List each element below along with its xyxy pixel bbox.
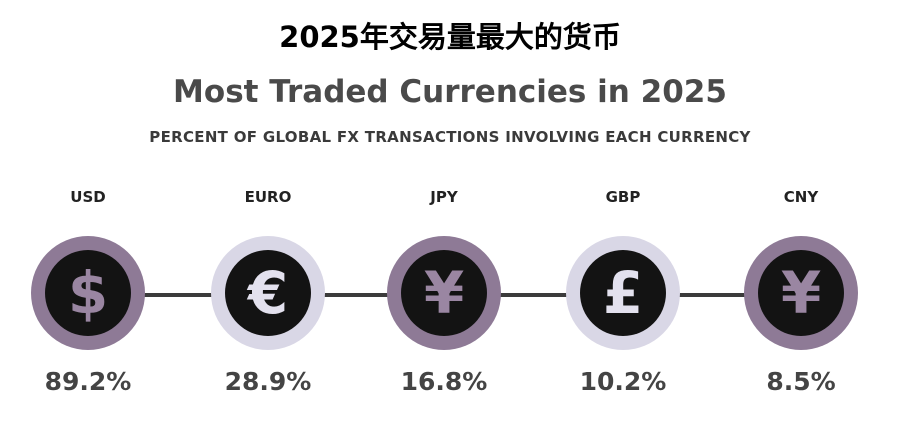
coin: ¥ (401, 250, 487, 336)
percent-label: 10.2% (579, 367, 667, 396)
percent-label: 28.9% (224, 367, 312, 396)
yen-sign-icon: ¥ (423, 259, 465, 327)
yuan-sign-icon: ¥ (780, 259, 822, 327)
currency-code-label: JPY (430, 188, 458, 206)
percent-label: 16.8% (400, 367, 488, 396)
currency-code-label: GBP (605, 188, 641, 206)
pound-sign-icon: £ (602, 259, 644, 327)
chart-subtitle: PERCENT OF GLOBAL FX TRANSACTIONS INVOLV… (149, 128, 751, 146)
coin-ring: ¥ (744, 236, 858, 350)
coin: $ (45, 250, 131, 336)
currency-code-label: EURO (244, 188, 292, 206)
coin-ring: £ (566, 236, 680, 350)
coin: € (225, 250, 311, 336)
coin: ¥ (758, 250, 844, 336)
currency-code-label: CNY (783, 188, 819, 206)
percent-label: 8.5% (766, 367, 836, 396)
chinese-title: 2025年交易量最大的货币 (279, 20, 621, 54)
chart-title: Most Traded Currencies in 2025 (173, 74, 727, 110)
coin-ring: ¥ (387, 236, 501, 350)
coin: £ (580, 250, 666, 336)
percent-label: 89.2% (44, 367, 132, 396)
dollar-sign-icon: $ (67, 259, 109, 327)
euro-sign-icon: € (247, 259, 289, 327)
coin-ring: € (211, 236, 325, 350)
currency-code-label: USD (70, 188, 106, 206)
coin-ring: $ (31, 236, 145, 350)
